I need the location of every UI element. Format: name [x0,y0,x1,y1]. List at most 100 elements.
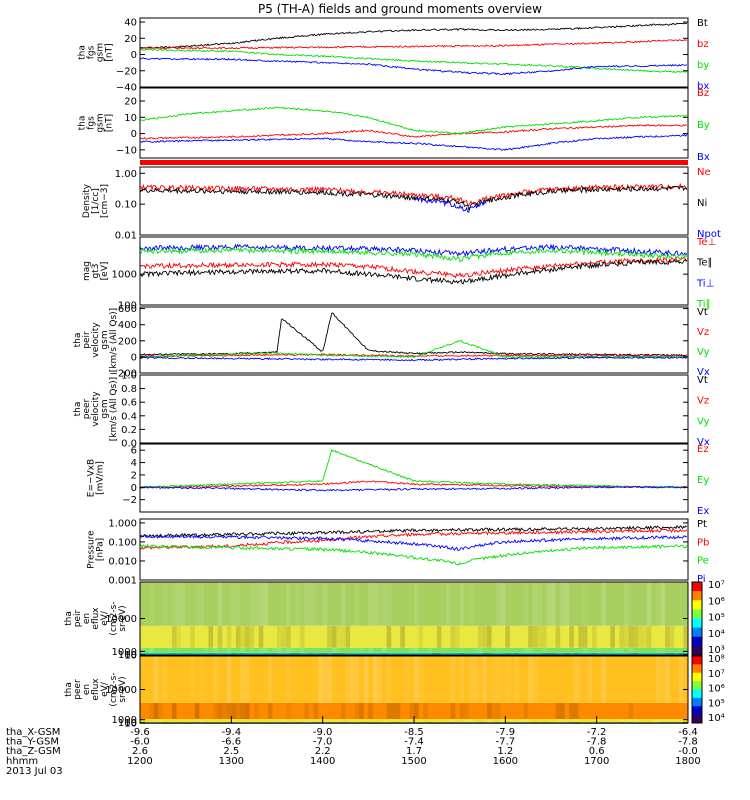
spectrogram-cell [555,625,561,648]
spectrogram-cell [327,719,332,723]
spectrogram-cell [295,719,300,723]
spectrogram-cell [569,625,574,648]
ylabel-line: [nT] [105,43,115,61]
spectrogram-cell [267,656,273,703]
spectrogram-cell [354,647,360,653]
spectrogram-cell [290,652,296,655]
spectrogram-cell [199,719,204,723]
colorbar: 10⁷ 10⁶ 10⁵ 10⁴ 10³ [691,580,725,656]
xtick-label: 1800 [675,756,700,767]
legend-Ti⊥: Ti⊥ [696,278,714,289]
ytick-label: 0.001 [108,576,137,587]
xtick-label: -7.8 [587,737,607,748]
legend-Bx: Bx [697,152,710,163]
spectrogram-cell [505,652,510,655]
spectrogram-cell [564,582,570,626]
spectrogram-cell [395,702,401,720]
spectrogram-cell [263,582,268,626]
series-Npot [413,196,487,213]
xtick-label: -6.0 [130,737,150,748]
ytick-label: 10 [124,113,137,124]
spectrogram-cell [363,656,369,703]
spectrogram-cell [304,702,309,720]
series-Vz [139,353,687,358]
spectrogram-cell [231,652,236,655]
spectrogram-cell [528,656,533,703]
spectrogram-cell [322,656,328,703]
xtick-label: -7.9 [496,727,516,738]
spectrogram-cell [345,656,351,703]
series-Te∥ [139,258,688,285]
spectrogram-band [140,702,688,720]
ytick-label: 400 [118,320,137,331]
spectrogram-cell [258,582,264,626]
spectrogram-cell [532,656,538,703]
spectrogram-cell [468,719,474,723]
spectrogram-cell [235,625,241,648]
spectrogram-cell [409,719,414,723]
spectrogram-cell [619,625,625,648]
ytick-label: −20 [116,66,137,77]
spectrogram-cell [610,625,615,648]
spectrogram-cell [683,625,688,648]
series-by [139,48,688,73]
ylabel-line: Pressure [87,530,97,569]
colorbar-label: 10⁷ [708,580,725,591]
spectrogram-cell [459,702,465,720]
panel-frame [139,87,689,159]
ylabel-line: peer [73,679,83,700]
ylabel-line: fgs [87,116,97,130]
spectrogram-cell [551,652,556,655]
spectrogram-cell [222,702,227,720]
spectrogram-cell [578,625,583,648]
spectrogram-cell [213,656,218,703]
ylabel-line: gsm [96,113,106,132]
series-Ni [139,185,688,211]
spectrogram-cell [272,647,277,653]
spectrogram-cell [240,702,246,720]
ylabel-line: gsm [96,43,106,62]
spectrogram-cell [455,625,460,648]
ytick-label: 0.0 [121,439,137,450]
xaxis-row-label: tha_Z-GSM [6,746,61,757]
colorbar-segment [692,697,702,707]
series-Vt [139,312,688,357]
ylabel-line: velocity [91,322,101,358]
spectrogram-cell [528,719,533,723]
spectrogram-cell [582,625,588,648]
ytick-label: 6 [131,446,137,457]
colorbar-segment [692,627,702,638]
spectrogram-cell [231,719,236,723]
spectrogram-cell [678,656,684,703]
spectrogram-cell [336,652,341,655]
spectrogram-cell [322,582,328,626]
spectrogram-cell [459,652,465,655]
spectrogram-cell [450,625,456,648]
spectrogram-cell [450,719,456,723]
series-Pb [139,528,688,550]
xtick-label: 1200 [127,756,152,767]
legend: Ne Ni Npot [697,167,721,240]
ylabel-line: tha [73,333,83,348]
spectrogram-cell [368,647,373,653]
ylabel-line: gsm [100,330,110,349]
panel-efield: Ez Ey Ex −20 246 E=−VxB [mV/m] [87,443,709,517]
spectrogram-cell [331,647,337,653]
spectrogram-cell [235,702,241,720]
ylabel-line: [mV/m] [96,461,106,495]
spectrogram-cell [340,719,346,723]
ylabel: tha peer velocity gsm [km/s (All Qs)] [73,377,119,441]
panel-density: Ne Ni Npot 0.01 0.10 1.00 Density [1/cc] [cm−3] [82,166,721,242]
spectrogram-cell [368,702,373,720]
panel-frame [139,306,689,374]
series-Bx [139,133,688,151]
ylabel-line: eflux [91,607,101,630]
spectrogram-cell [386,702,392,720]
spectrogram-cell [153,656,159,703]
legend-Ex: Ex [697,506,709,517]
spectrogram-cell [541,652,547,655]
ylabel-line: tha [64,611,74,626]
spectrogram-cell [487,719,492,723]
spectrogram-cell [669,719,675,723]
legend-Ni: Ni [697,198,707,209]
